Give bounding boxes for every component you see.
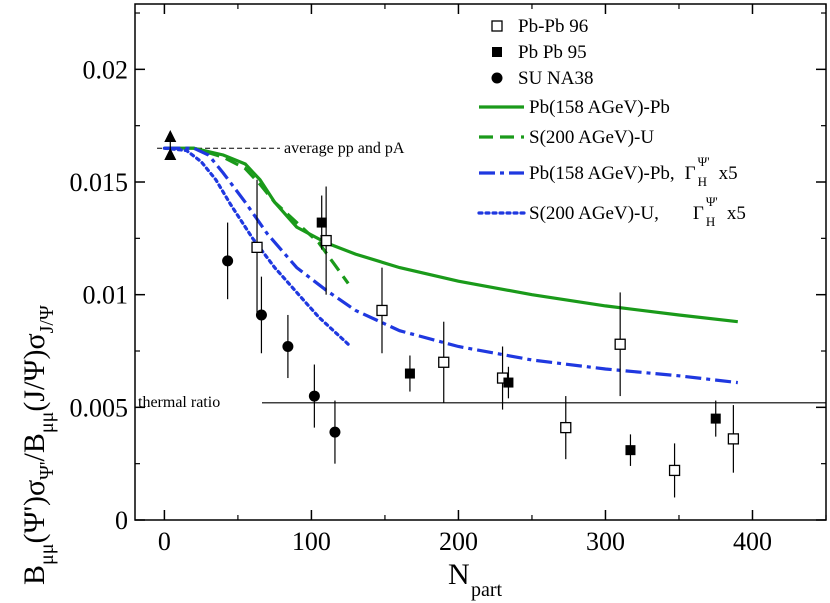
data-point: [438, 356, 450, 368]
legend-gamma-suffix: x5: [727, 203, 746, 224]
data-point: [329, 426, 341, 438]
y-axis-title-sub: J/Ψ: [36, 305, 58, 333]
legend-gamma-sup: Ψ': [706, 194, 718, 209]
legend-marker: [491, 20, 503, 32]
reference-lines: average pp and pA thermal ratio: [138, 140, 826, 411]
data-point: [560, 421, 572, 434]
legend-label: Pb Pb 95: [518, 42, 587, 63]
data-point: [376, 304, 388, 317]
y-axis-title-part: (Ψ')σ: [18, 480, 51, 544]
y-tick-label: 0: [115, 506, 128, 535]
legend-label: S(200 AGeV)-U: [529, 127, 654, 148]
reference-line-label: average pp and pA: [284, 140, 405, 157]
reference-line-label: thermal ratio: [138, 394, 220, 411]
legend-gamma: Γ: [693, 203, 704, 224]
data-point: [282, 340, 294, 352]
data-point: [316, 217, 327, 228]
data-points: [164, 129, 740, 498]
y-axis-title-sub: Ψ': [36, 461, 58, 479]
data-point: [404, 368, 415, 379]
data-point: [308, 390, 320, 402]
data-point: [503, 377, 514, 388]
y-tick-label: 0.005: [70, 393, 129, 422]
plot-frame: [134, 3, 827, 521]
x-tick-label: 200: [439, 527, 478, 556]
legend-marker: [492, 47, 502, 57]
data-point: [625, 445, 636, 456]
legend-gamma-sub: H: [698, 174, 707, 189]
legend: Pb-Pb 96 Pb Pb 95 SU NA38 Pb(158 AGeV)-Pb S(…: [477, 16, 746, 229]
x-tick-label: 0: [158, 527, 171, 556]
data-point: [255, 309, 267, 321]
x-tick-label: 400: [733, 527, 772, 556]
x-tick-label: 300: [586, 527, 625, 556]
data-point: [614, 338, 626, 350]
triangle-marker: [164, 129, 177, 142]
y-axis-title: Bμμ(Ψ')σΨ'/Bμμ(J/Ψ)σJ/Ψ: [18, 305, 58, 585]
data-point: [727, 433, 740, 445]
y-tick-label: 0.01: [83, 281, 129, 310]
legend-gamma-sup: Ψ': [698, 154, 710, 169]
legend-label: Pb-Pb 96: [518, 16, 588, 37]
legend-label: S(200 AGeV)-U,: [529, 203, 659, 224]
data-point: [710, 413, 721, 424]
legend-label: Pb(158 AGeV)-Pb: [529, 97, 670, 118]
y-tick-label: 0.015: [70, 168, 129, 197]
x-tick-label: 100: [292, 527, 331, 556]
legend-label: SU NA38: [518, 68, 593, 89]
data-point: [222, 255, 234, 267]
y-axis-title-part: B: [18, 565, 51, 585]
y-axis-title-sub: μμ: [36, 544, 58, 565]
series-line: [162, 146, 350, 346]
x-axis-title-sub: part: [471, 579, 503, 601]
data-point: [320, 234, 332, 247]
y-tick-label: 0.02: [83, 55, 129, 84]
y-axis-title-part: (J/Ψ)σ: [18, 333, 51, 411]
axis-ticks: 0 100 200 300 400 0 0.005 0.01 0.015 0.02: [70, 4, 827, 556]
legend-gamma-suffix: x5: [719, 163, 738, 184]
legend-label: Pb(158 AGeV)-Pb,: [529, 163, 675, 184]
y-axis-title-sub: μμ: [36, 412, 58, 433]
legend-gamma: Γ: [685, 163, 696, 184]
y-axis-title-part: /B: [18, 433, 51, 461]
legend-marker: [491, 72, 503, 84]
data-point: [251, 241, 263, 254]
legend-gamma-sub: H: [706, 214, 715, 229]
x-axis-title: N: [448, 558, 470, 591]
data-point: [668, 464, 681, 477]
